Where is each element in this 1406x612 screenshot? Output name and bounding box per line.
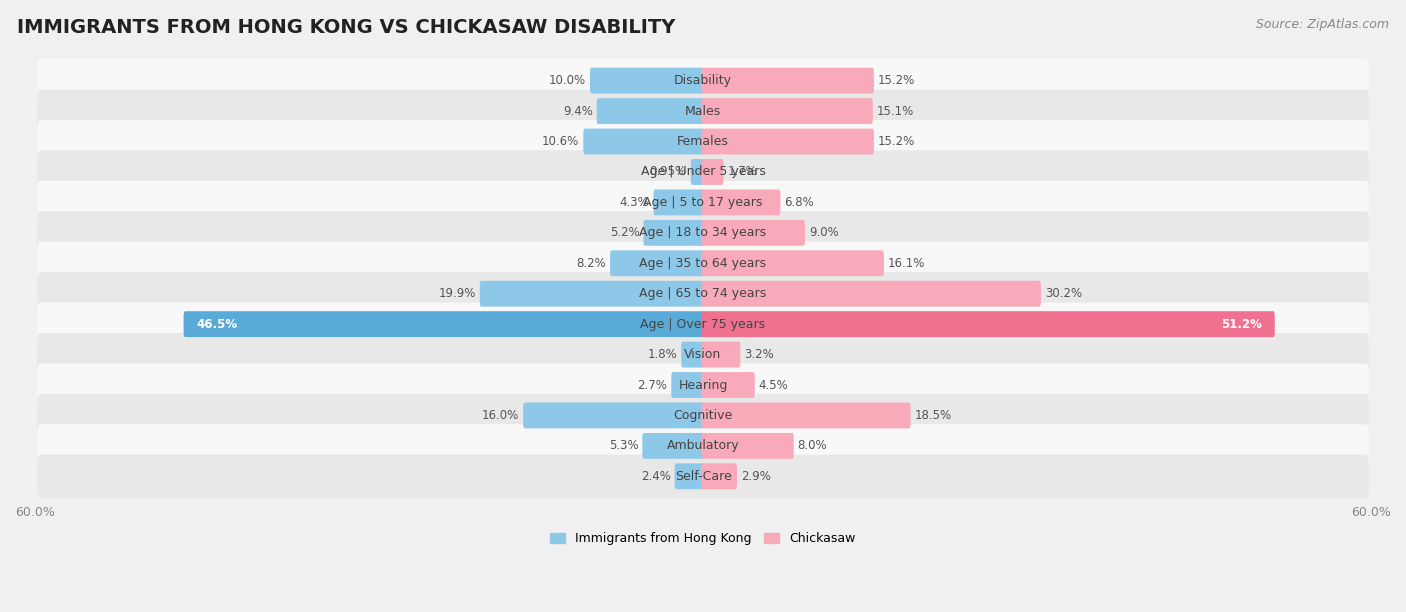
FancyBboxPatch shape [37, 455, 1369, 498]
Text: 4.3%: 4.3% [620, 196, 650, 209]
FancyBboxPatch shape [702, 129, 875, 154]
Text: 8.2%: 8.2% [576, 257, 606, 270]
FancyBboxPatch shape [37, 120, 1369, 163]
FancyBboxPatch shape [702, 372, 755, 398]
FancyBboxPatch shape [583, 129, 704, 154]
FancyBboxPatch shape [702, 98, 873, 124]
FancyBboxPatch shape [610, 250, 704, 276]
FancyBboxPatch shape [37, 211, 1369, 255]
FancyBboxPatch shape [702, 341, 741, 368]
Text: Males: Males [685, 105, 721, 118]
FancyBboxPatch shape [184, 312, 704, 337]
FancyBboxPatch shape [675, 463, 704, 489]
Text: Age | 18 to 34 years: Age | 18 to 34 years [640, 226, 766, 239]
Text: 4.5%: 4.5% [759, 378, 789, 392]
Legend: Immigrants from Hong Kong, Chickasaw: Immigrants from Hong Kong, Chickasaw [546, 528, 860, 550]
FancyBboxPatch shape [690, 159, 704, 185]
Text: 0.95%: 0.95% [650, 165, 688, 179]
Text: Age | 35 to 64 years: Age | 35 to 64 years [640, 257, 766, 270]
FancyBboxPatch shape [37, 424, 1369, 468]
FancyBboxPatch shape [671, 372, 704, 398]
FancyBboxPatch shape [643, 433, 704, 459]
Text: 2.4%: 2.4% [641, 470, 671, 483]
Text: Age | 65 to 74 years: Age | 65 to 74 years [640, 287, 766, 300]
Text: 8.0%: 8.0% [797, 439, 827, 452]
FancyBboxPatch shape [702, 159, 724, 185]
Text: Age | 5 to 17 years: Age | 5 to 17 years [644, 196, 762, 209]
Text: Ambulatory: Ambulatory [666, 439, 740, 452]
FancyBboxPatch shape [37, 181, 1369, 224]
Text: 9.4%: 9.4% [562, 105, 593, 118]
Text: 2.9%: 2.9% [741, 470, 770, 483]
FancyBboxPatch shape [682, 341, 704, 368]
Text: Cognitive: Cognitive [673, 409, 733, 422]
Text: 51.2%: 51.2% [1220, 318, 1263, 330]
Text: 10.6%: 10.6% [543, 135, 579, 148]
Text: IMMIGRANTS FROM HONG KONG VS CHICKASAW DISABILITY: IMMIGRANTS FROM HONG KONG VS CHICKASAW D… [17, 18, 675, 37]
FancyBboxPatch shape [37, 394, 1369, 437]
FancyBboxPatch shape [523, 403, 704, 428]
Text: Hearing: Hearing [678, 378, 728, 392]
FancyBboxPatch shape [702, 463, 737, 489]
FancyBboxPatch shape [37, 333, 1369, 376]
Text: 19.9%: 19.9% [439, 287, 475, 300]
Text: 16.0%: 16.0% [482, 409, 519, 422]
FancyBboxPatch shape [37, 272, 1369, 315]
FancyBboxPatch shape [702, 190, 780, 215]
FancyBboxPatch shape [37, 59, 1369, 102]
FancyBboxPatch shape [37, 302, 1369, 346]
Text: 5.3%: 5.3% [609, 439, 638, 452]
Text: 46.5%: 46.5% [197, 318, 238, 330]
Text: Self-Care: Self-Care [675, 470, 731, 483]
Text: 18.5%: 18.5% [914, 409, 952, 422]
FancyBboxPatch shape [702, 220, 804, 246]
FancyBboxPatch shape [37, 151, 1369, 193]
Text: 15.2%: 15.2% [877, 135, 915, 148]
Text: 2.7%: 2.7% [637, 378, 668, 392]
Text: 1.7%: 1.7% [727, 165, 758, 179]
FancyBboxPatch shape [37, 364, 1369, 406]
FancyBboxPatch shape [702, 281, 1040, 307]
FancyBboxPatch shape [702, 312, 1275, 337]
Text: Vision: Vision [685, 348, 721, 361]
FancyBboxPatch shape [596, 98, 704, 124]
Text: Females: Females [678, 135, 728, 148]
FancyBboxPatch shape [37, 89, 1369, 133]
Text: 16.1%: 16.1% [887, 257, 925, 270]
FancyBboxPatch shape [702, 250, 884, 276]
Text: 1.8%: 1.8% [648, 348, 678, 361]
FancyBboxPatch shape [702, 68, 875, 94]
Text: 9.0%: 9.0% [808, 226, 838, 239]
Text: 10.0%: 10.0% [548, 74, 586, 87]
Text: 6.8%: 6.8% [785, 196, 814, 209]
Text: 15.1%: 15.1% [877, 105, 914, 118]
Text: Age | Under 5 years: Age | Under 5 years [641, 165, 765, 179]
FancyBboxPatch shape [702, 403, 911, 428]
FancyBboxPatch shape [702, 433, 794, 459]
Text: 3.2%: 3.2% [744, 348, 773, 361]
FancyBboxPatch shape [37, 242, 1369, 285]
FancyBboxPatch shape [644, 220, 704, 246]
Text: Source: ZipAtlas.com: Source: ZipAtlas.com [1256, 18, 1389, 31]
FancyBboxPatch shape [654, 190, 704, 215]
FancyBboxPatch shape [479, 281, 704, 307]
Text: 30.2%: 30.2% [1045, 287, 1083, 300]
Text: Disability: Disability [673, 74, 733, 87]
Text: 5.2%: 5.2% [610, 226, 640, 239]
Text: Age | Over 75 years: Age | Over 75 years [641, 318, 765, 330]
FancyBboxPatch shape [591, 68, 704, 94]
Text: 15.2%: 15.2% [877, 74, 915, 87]
